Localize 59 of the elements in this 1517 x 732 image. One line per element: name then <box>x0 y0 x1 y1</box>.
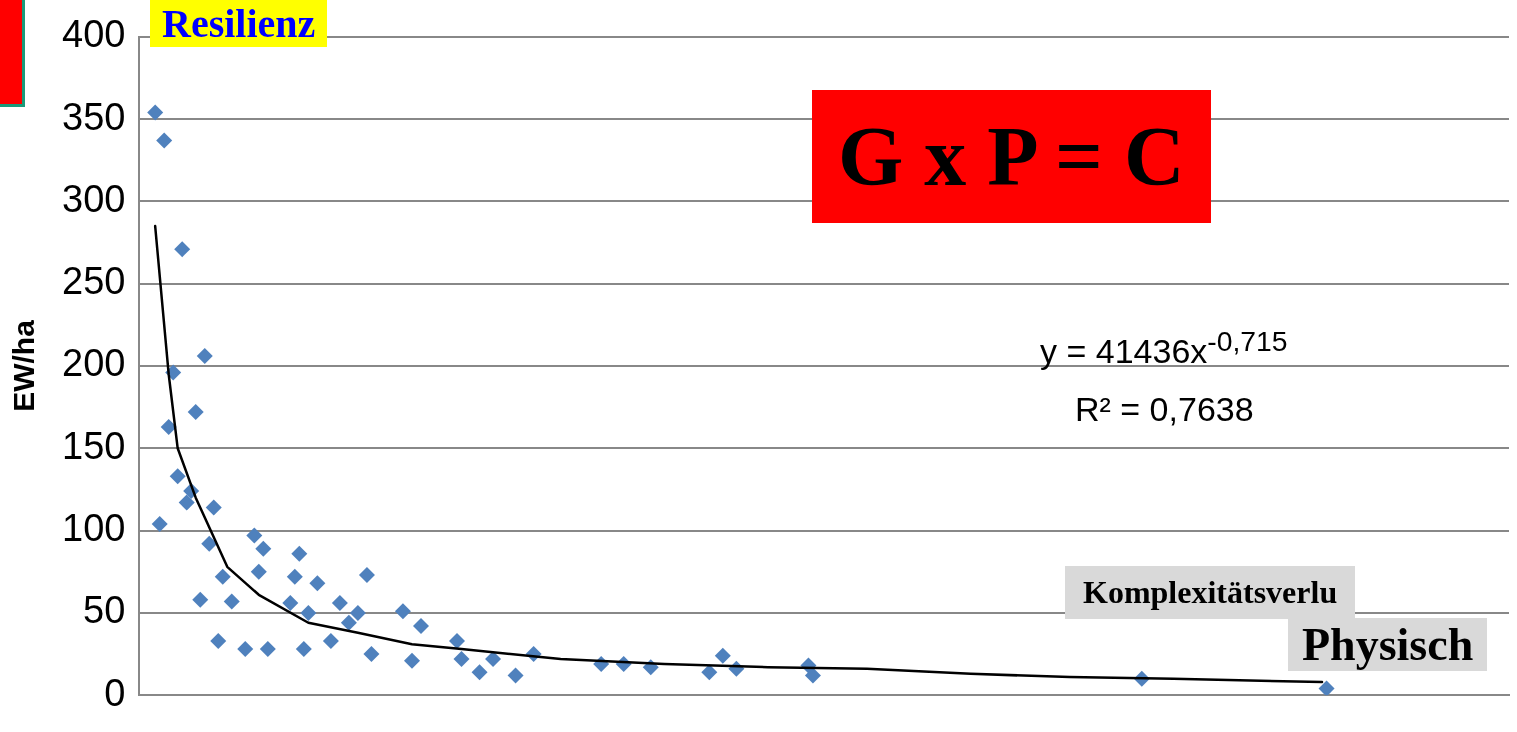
point <box>237 641 254 658</box>
point <box>147 104 164 121</box>
y-tick-label: 250 <box>62 260 126 303</box>
point <box>309 575 326 592</box>
point <box>246 527 263 544</box>
point <box>291 545 308 562</box>
point <box>255 540 272 557</box>
annotation: Resilienz <box>150 0 328 47</box>
point <box>192 591 209 608</box>
point <box>250 563 267 580</box>
point <box>453 650 470 667</box>
y-tick-label: 100 <box>62 507 126 550</box>
y-axis-title: EW/ha <box>7 319 41 412</box>
point <box>259 641 276 658</box>
point <box>340 614 357 631</box>
y-tick-label: 300 <box>62 177 126 220</box>
point <box>223 593 240 610</box>
y-tick-label: 400 <box>62 13 126 56</box>
point <box>286 568 303 585</box>
point <box>205 499 222 516</box>
annotation: G x P = C <box>812 90 1211 223</box>
point <box>403 652 420 669</box>
point <box>169 468 186 485</box>
point <box>1318 680 1335 696</box>
point <box>282 595 299 612</box>
point <box>331 595 348 612</box>
point <box>471 664 488 681</box>
point <box>214 568 231 585</box>
point <box>174 241 191 258</box>
point <box>412 618 429 635</box>
point <box>300 604 317 621</box>
point <box>178 494 195 511</box>
y-tick-label: 0 <box>104 671 126 714</box>
point <box>201 535 218 552</box>
y-tick-label: 50 <box>83 589 126 632</box>
point <box>295 641 312 658</box>
point <box>156 132 173 149</box>
y-tick-label: 200 <box>62 342 126 385</box>
annotation: R² = 0,7638 <box>1075 390 1254 429</box>
point <box>507 667 524 684</box>
point <box>349 604 366 621</box>
point <box>187 404 204 421</box>
point <box>322 632 339 649</box>
annotation: Komplexitätsverlu <box>1065 566 1356 619</box>
point <box>358 567 375 584</box>
annotation: Physisch <box>1288 618 1488 671</box>
point <box>701 664 718 681</box>
point <box>196 348 213 365</box>
point <box>160 418 177 435</box>
point <box>394 603 411 620</box>
point <box>210 632 227 649</box>
point <box>151 516 168 533</box>
point <box>363 646 380 663</box>
point <box>804 667 821 684</box>
y-tick-label: 150 <box>62 424 126 467</box>
point <box>449 632 466 649</box>
annotation: y = 41436x$^{-0,715}$ <box>1040 325 1288 372</box>
point <box>714 647 731 664</box>
y-tick-label: 350 <box>62 95 126 138</box>
